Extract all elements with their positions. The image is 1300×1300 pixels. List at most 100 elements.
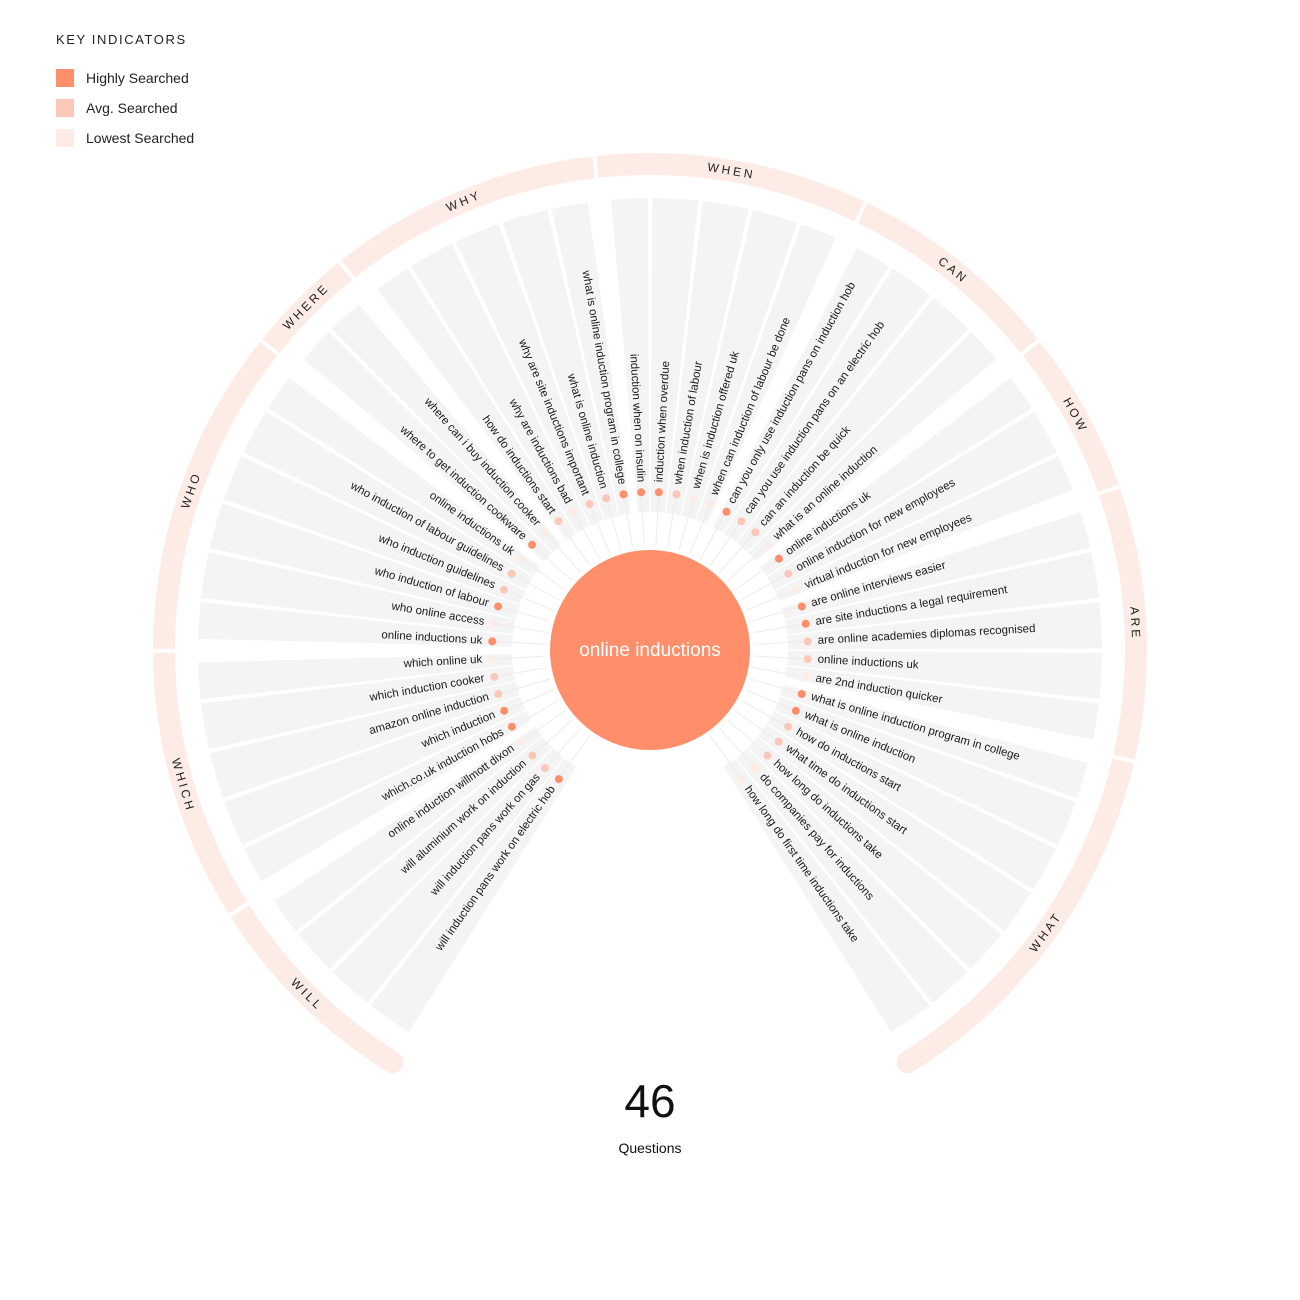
question-panel [758,724,1032,931]
legend-swatch-high [56,69,74,87]
search-level-dot [528,751,537,760]
group-ring-separator [259,338,281,357]
question-label: online inductions uk [381,629,483,647]
question-panel [502,209,619,520]
question-panel [243,411,533,590]
dot-stem [531,544,573,582]
dot-stem [497,605,551,622]
dot-stem [745,589,797,611]
group-ring-separator [1096,484,1121,496]
question-panel [767,411,1057,590]
question-panel [736,298,969,553]
question-panel [611,198,650,513]
dot-stem [709,520,742,566]
dot-stem [573,511,601,560]
search-level-dot [602,494,611,503]
question-panel [780,684,1088,799]
question-panel [551,202,631,516]
dot-stem [740,700,789,728]
dot-stem [494,623,548,634]
dot-stem [689,503,711,555]
search-level-dot [792,585,801,594]
search-level-dot [797,690,806,699]
question-panel [298,736,553,969]
group-ring-separator [227,901,251,918]
search-level-dot [507,569,516,578]
legend-item-high: Highly Searched [56,63,194,93]
dot-stem [511,573,560,601]
search-level-dot [619,490,628,499]
question-panel [747,736,1002,969]
question-panel [198,653,513,700]
search-level-dot [672,490,681,499]
dot-stem [749,678,802,695]
dot-stem [699,511,727,560]
search-level-dot [499,585,508,594]
search-level-dot [784,722,793,731]
dot-stem [494,667,548,678]
question-label: online inductions uk [817,654,919,672]
search-level-dot [528,540,537,549]
question-panel [696,224,836,525]
search-level-dot [706,500,715,509]
search-level-dot [490,619,499,628]
search-level-dot [517,737,526,746]
search-level-dot [507,722,516,731]
question-panel [760,377,1032,577]
question-panel [787,650,1102,700]
dot-stem [558,520,591,566]
dot-stem [511,700,560,728]
dot-stem [727,544,769,582]
dot-stem [718,531,756,573]
group-ring-separator [854,200,869,224]
dot-stem [745,689,797,712]
dot-stem [734,558,780,591]
search-level-dot [737,517,746,526]
search-level-dot [689,494,698,503]
question-panel [724,268,931,542]
legend: KEY INDICATORS Highly Searched Avg. Sear… [56,32,194,153]
question-panel [274,726,542,931]
dot-stem [492,640,547,645]
dot-stem [520,558,566,591]
question-panel [781,512,1091,619]
group-ring-separator [592,154,599,180]
dot-stem [709,734,742,780]
question-panel [455,224,604,526]
search-level-dot [722,507,731,516]
dot-stem [498,678,551,695]
search-level-dot [500,706,509,715]
question-panel [785,666,1099,740]
question-panel [784,552,1099,635]
dot-stem [492,655,547,660]
question-panel [681,209,798,520]
search-level-dot [751,528,760,537]
question-panel [198,602,513,647]
search-level-dot [585,500,594,509]
dot-stem [589,503,611,555]
search-level-dot [540,764,549,773]
search-level-dot [791,706,800,715]
search-level-dot [737,775,746,784]
search-level-dot [751,764,760,773]
search-level-dot [569,507,578,516]
legend-label-low: Lowest Searched [86,130,195,146]
dot-stem [544,727,582,769]
search-level-dot [637,488,646,497]
question-panel [411,243,590,533]
dot-stem [544,531,582,573]
legend-swatch-avg [56,99,74,117]
search-level-dot [803,637,812,646]
question-panel [224,696,526,845]
dot-stem [753,655,808,660]
dot-stem [749,605,803,622]
question-panel [332,748,564,1003]
legend-swatch-low [56,129,74,147]
dot-stem [678,498,695,551]
group-ring-separator [337,259,356,281]
question-panel [713,248,889,533]
legend-label-high: Highly Searched [86,70,189,86]
search-level-dot [540,528,549,537]
question-panel [268,377,540,577]
